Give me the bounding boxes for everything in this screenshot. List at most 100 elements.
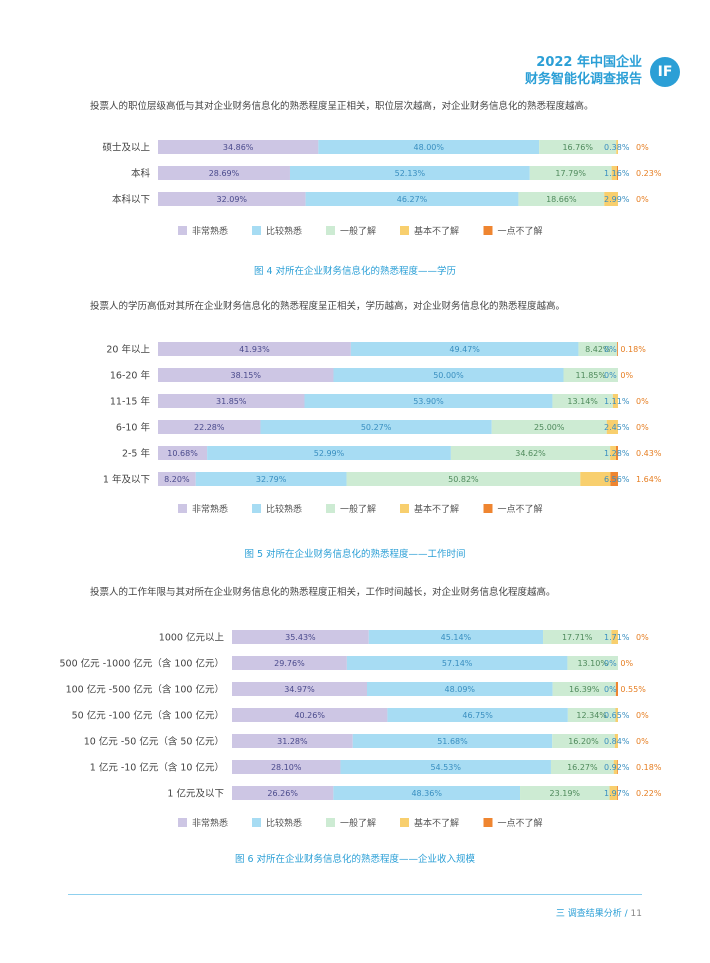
legend-entry: 基本不了解 — [414, 503, 459, 515]
bar-segment — [305, 192, 519, 206]
legend-swatch — [326, 226, 335, 235]
data-label: 52.13% — [395, 169, 426, 178]
footer-section: 三 调查结果分析 — [555, 909, 622, 919]
legend-swatch — [400, 226, 409, 235]
data-label: 2.99% — [604, 195, 630, 204]
data-label: 29.76% — [274, 659, 305, 668]
bar-segment — [158, 472, 196, 486]
legend-swatch — [483, 818, 493, 827]
bar-segment — [352, 734, 553, 748]
category-label: 50 亿元 -100 亿元（含 100 亿元） — [72, 710, 224, 722]
legend-swatch — [252, 818, 261, 827]
data-label: 28.69% — [209, 169, 240, 178]
bar-segment — [563, 368, 618, 382]
legend-entry: 一点不了解 — [498, 225, 543, 237]
data-label: 0% — [636, 397, 649, 406]
bar-segment — [580, 472, 611, 486]
data-label: 0.18% — [620, 345, 646, 354]
data-label: 0% — [620, 659, 633, 668]
bar-segment — [567, 708, 616, 722]
bar-segment — [158, 192, 306, 206]
category-label: 本科 — [131, 168, 151, 180]
report-title-line1: 2022 年中国企业 — [536, 55, 642, 70]
data-label: 28.10% — [271, 763, 302, 772]
legend-entry: 一点不了解 — [498, 817, 543, 829]
data-label: 34.62% — [515, 449, 546, 458]
bar-segment — [232, 708, 388, 722]
figure-4-caption: 图 4 对所在企业财务信息化的熟悉程度——学历 — [253, 266, 457, 277]
data-label: 1.97% — [604, 789, 630, 798]
bar-segment — [543, 630, 612, 644]
figure-5-caption: 图 5 对所在企业财务信息化的熟悉程度——工作时间 — [244, 549, 466, 560]
data-label: 0.55% — [620, 685, 646, 694]
bar-segment — [232, 786, 334, 800]
data-label: 10.68% — [167, 449, 198, 458]
data-label: 17.79% — [555, 169, 586, 178]
category-label: 11-15 年 — [110, 396, 151, 408]
data-label: 0% — [636, 195, 649, 204]
data-label: 51.68% — [437, 737, 468, 746]
data-label: 46.75% — [462, 711, 493, 720]
bar-segment — [552, 394, 613, 408]
bar-segment — [616, 166, 618, 180]
bar-segment — [333, 786, 521, 800]
legend-entry: 比较熟悉 — [266, 225, 302, 237]
category-label: 1 亿元 -10 亿元（含 10 亿元） — [90, 762, 224, 774]
data-label: 0.65% — [604, 711, 630, 720]
legend-swatch — [400, 504, 409, 513]
chart-education: 硕士及以上 34.86% 48.00% 16.76% 0.38% 0% 本科 28.69% 52… — [102, 140, 662, 237]
data-label: 1.11% — [604, 397, 630, 406]
category-label: 1000 亿元以上 — [159, 632, 225, 644]
legend-entry: 非常熟悉 — [192, 503, 228, 515]
legend-swatch — [326, 818, 335, 827]
bar-segment — [606, 420, 618, 434]
bar-segment — [232, 682, 367, 696]
bar-segment — [491, 420, 607, 434]
data-label: 0% — [636, 423, 649, 432]
data-label: 0% — [604, 685, 617, 694]
data-label: 0.43% — [636, 449, 662, 458]
data-label: 40.26% — [294, 711, 325, 720]
legend-entry: 非常熟悉 — [192, 817, 228, 829]
data-label: 26.26% — [267, 789, 298, 798]
bar-segment — [318, 140, 540, 154]
category-label: 16-20 年 — [110, 370, 151, 382]
data-label: 16.27% — [567, 763, 598, 772]
legend-entry: 非常熟悉 — [192, 225, 228, 237]
bar-segment — [158, 394, 305, 408]
data-label: 13.14% — [567, 397, 598, 406]
data-label: 32.79% — [256, 475, 287, 484]
bar-segment — [232, 760, 341, 774]
data-label: 18.66% — [546, 195, 577, 204]
bar-segment — [617, 786, 618, 800]
data-label: 48.36% — [411, 789, 442, 798]
data-label: 1.71% — [604, 633, 630, 642]
bar-segment — [614, 734, 618, 748]
bar-segment — [552, 734, 615, 748]
data-label: 50.27% — [361, 423, 392, 432]
bar-segment — [578, 342, 618, 356]
footer: 三 调查结果分析 / 11 — [556, 906, 642, 919]
bar-segment — [289, 166, 530, 180]
data-label: 16.76% — [562, 143, 593, 152]
data-label: 53.90% — [413, 397, 444, 406]
data-label: 22.28% — [194, 423, 225, 432]
bar-segment — [195, 472, 347, 486]
data-label: 13.10% — [577, 659, 608, 668]
legend-entry: 一般了解 — [340, 817, 376, 829]
bar-segment — [616, 140, 618, 154]
bar-segment — [346, 472, 581, 486]
legend-entry: 一点不了解 — [498, 503, 543, 515]
data-label: 32.09% — [217, 195, 248, 204]
data-label: 49.47% — [449, 345, 480, 354]
data-label: 2.45% — [604, 423, 630, 432]
bar-segment — [615, 682, 618, 696]
data-label: 0.23% — [636, 169, 662, 178]
bar-segment — [158, 166, 290, 180]
legend-entry: 一般了解 — [340, 503, 376, 515]
data-label: 34.97% — [284, 685, 315, 694]
bar-segment — [158, 368, 334, 382]
bar-segment — [333, 368, 564, 382]
data-label: 52.99% — [314, 449, 345, 458]
report-title-line2: 财务智能化调查报告 — [524, 72, 642, 87]
